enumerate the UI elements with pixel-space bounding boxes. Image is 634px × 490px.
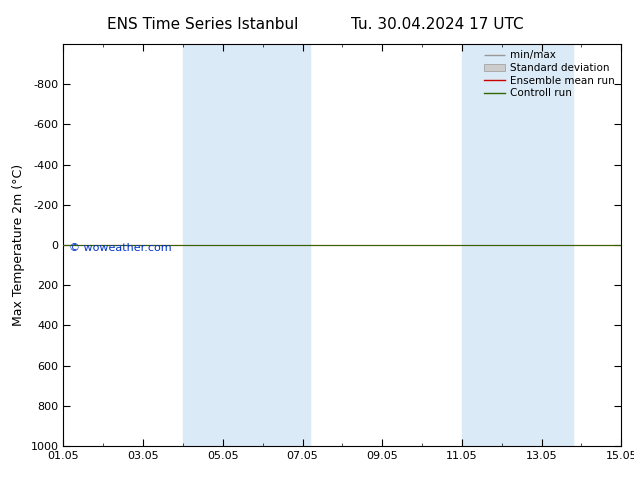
Legend: min/max, Standard deviation, Ensemble mean run, Controll run: min/max, Standard deviation, Ensemble me… bbox=[480, 46, 619, 102]
Y-axis label: Max Temperature 2m (°C): Max Temperature 2m (°C) bbox=[12, 164, 25, 326]
Bar bbox=[183, 44, 311, 446]
Text: ENS Time Series Istanbul: ENS Time Series Istanbul bbox=[107, 17, 299, 32]
Bar bbox=[462, 44, 574, 446]
Text: Tu. 30.04.2024 17 UTC: Tu. 30.04.2024 17 UTC bbox=[351, 17, 524, 32]
Text: © woweather.com: © woweather.com bbox=[69, 243, 172, 253]
